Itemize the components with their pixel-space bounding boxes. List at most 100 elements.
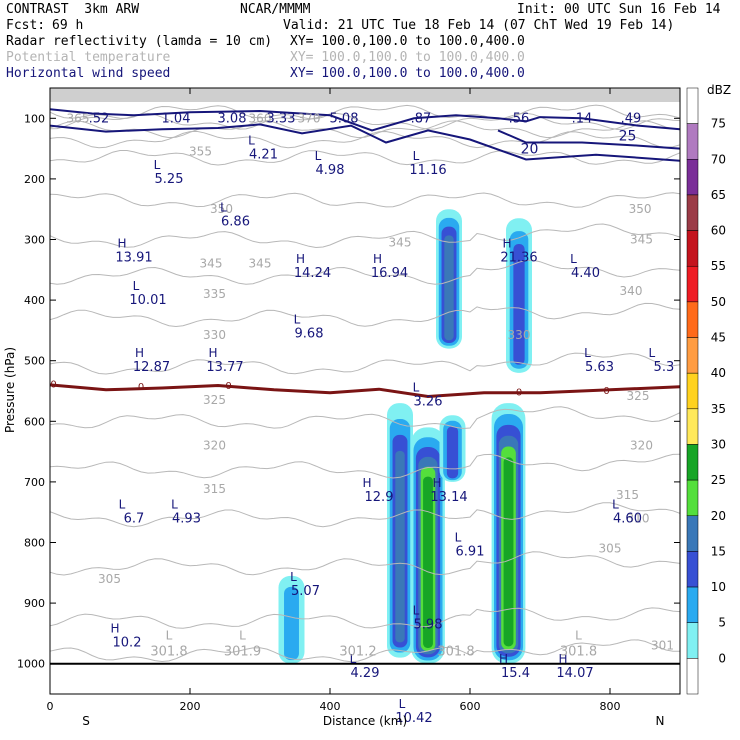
theta-label: 305 bbox=[98, 572, 121, 586]
theta-line-8 bbox=[49, 302, 681, 328]
colorbar-swatch bbox=[686, 337, 699, 374]
wind-value-label: 5.63 bbox=[585, 360, 614, 375]
colorbar-level: 20 bbox=[711, 509, 726, 523]
colorbar-swatch bbox=[686, 159, 699, 196]
colorbar-level: 75 bbox=[711, 117, 726, 131]
reflectivity-cell-5-band-6 bbox=[503, 457, 514, 647]
theta-label: 350 bbox=[629, 202, 652, 216]
colorbar-swatch bbox=[686, 265, 699, 303]
theta-label: 320 bbox=[203, 439, 226, 453]
theta-label: 315 bbox=[203, 482, 226, 496]
colorbar-level: 5 bbox=[718, 616, 726, 630]
theta-line-11 bbox=[49, 453, 681, 479]
wind-extremum-marker: H bbox=[373, 252, 382, 266]
reflectivity-cell-6-band-2 bbox=[284, 586, 299, 661]
wind-extremum-marker: L bbox=[294, 312, 301, 326]
theta-label: 325 bbox=[627, 389, 650, 403]
surface-theta-marker: L bbox=[575, 629, 582, 643]
surface-theta-marker: L bbox=[239, 629, 246, 643]
colorbar-level: 25 bbox=[711, 473, 726, 487]
wind-value-label: 10.42 bbox=[395, 711, 432, 726]
colorbar-swatch bbox=[686, 87, 699, 124]
wind-value-label: 13.14 bbox=[430, 490, 467, 505]
surface-theta-label: 301.9 bbox=[224, 645, 261, 660]
theta-label: 355 bbox=[189, 145, 212, 159]
surface-theta-label: 301.8 bbox=[150, 645, 187, 660]
colorbar-level: 55 bbox=[711, 259, 726, 273]
forecast-label: Fcst: bbox=[6, 18, 46, 33]
wind-extremum-marker: L bbox=[154, 158, 161, 172]
colorbar-swatch bbox=[686, 194, 699, 231]
theta-label: 360 bbox=[249, 111, 272, 125]
theta-label: 335 bbox=[203, 287, 226, 301]
colorbar-title: dBZ bbox=[707, 83, 731, 97]
wind-value-label: 5.07 bbox=[291, 584, 320, 599]
init-time: Init: 00 UTC Sun 16 Feb 14 bbox=[517, 2, 721, 17]
colorbar-swatch bbox=[686, 658, 699, 695]
wind-value-label: 5.25 bbox=[155, 172, 184, 187]
x-tick-label: 600 bbox=[460, 700, 481, 713]
theta-label: 365 bbox=[67, 111, 90, 125]
wind-contour-label: 25 bbox=[619, 128, 637, 144]
colorbar-level: 70 bbox=[711, 152, 726, 166]
colorbar-swatch bbox=[686, 230, 699, 267]
reflectivity-cell-2-band-6 bbox=[423, 476, 433, 648]
theta-label: 345 bbox=[249, 257, 272, 271]
wind-value-label: 13.77 bbox=[206, 360, 243, 375]
wind-value-label: 4.60 bbox=[613, 511, 642, 526]
colorbar-level: 50 bbox=[711, 295, 726, 309]
colorbar-swatch bbox=[686, 586, 699, 623]
forecast-hours: 69 h bbox=[52, 18, 84, 33]
wind-extremum-marker: L bbox=[649, 346, 656, 360]
theta-line-6 bbox=[49, 223, 681, 249]
wind-extremum-marker: L bbox=[399, 697, 406, 711]
theta-label: 370 bbox=[298, 111, 321, 125]
zero-isotherm-label: 0 bbox=[50, 380, 56, 391]
wind-extremum-marker: H bbox=[432, 476, 441, 490]
colorbar-level: 65 bbox=[711, 188, 726, 202]
wind-value-label: 3.26 bbox=[414, 394, 443, 409]
colorbar-swatch bbox=[686, 123, 699, 160]
theta-label: 320 bbox=[630, 439, 653, 453]
wind-extremum-marker: L bbox=[350, 652, 357, 666]
reflectivity-cell-0-band-4 bbox=[444, 235, 454, 341]
wind-contour-upper bbox=[49, 108, 681, 132]
theta-label: 305 bbox=[599, 542, 622, 556]
zero-isotherm-label: 0 bbox=[516, 388, 522, 399]
wind-extremum-marker: L bbox=[413, 380, 420, 394]
y-tick-label: 300 bbox=[24, 234, 45, 247]
colorbar-swatch bbox=[686, 515, 699, 552]
theta-line-13 bbox=[49, 551, 681, 576]
wind-value-label: 10.2 bbox=[113, 635, 142, 650]
field-theta-xy: XY= 100.0,100.0 to 100.0,400.0 bbox=[290, 50, 525, 65]
wind-extremum-marker: L bbox=[248, 134, 255, 148]
y-tick-label: 400 bbox=[24, 294, 45, 307]
theta-label: 345 bbox=[389, 236, 412, 250]
surface-theta-label: 301.8 bbox=[560, 645, 597, 660]
wind-contour-label: 20 bbox=[521, 142, 539, 158]
theta-label: 340 bbox=[620, 284, 643, 298]
x-tick-label: 800 bbox=[600, 700, 621, 713]
wind-value-label: 6.91 bbox=[456, 545, 485, 560]
wind-extremum-marker: L bbox=[584, 346, 591, 360]
wind-value-label: .49 bbox=[621, 111, 642, 126]
wind-extremum-marker: H bbox=[296, 252, 305, 266]
colorbar-swatch bbox=[686, 301, 699, 338]
wind-value-label: 3.33 bbox=[267, 111, 296, 126]
y-tick-label: 900 bbox=[24, 597, 45, 610]
theta-label: 330 bbox=[508, 328, 531, 342]
colorbar-level: 45 bbox=[711, 331, 726, 345]
wind-value-label: 6.86 bbox=[221, 214, 250, 229]
theta-label: 315 bbox=[616, 488, 639, 502]
theta-line-4 bbox=[49, 150, 681, 166]
wind-value-label: 5.3 bbox=[654, 360, 675, 375]
plot-frame bbox=[49, 87, 681, 695]
wind-value-label: 9.68 bbox=[295, 326, 324, 341]
x-tick-label: 200 bbox=[180, 700, 201, 713]
zero-isotherm-label: 0 bbox=[225, 381, 231, 392]
wind-extremum-marker: L bbox=[171, 497, 178, 511]
wind-value-label: 6.7 bbox=[124, 511, 145, 526]
wind-value-label: .56 bbox=[509, 111, 530, 126]
zero-isotherm-label: 0 bbox=[603, 386, 609, 397]
